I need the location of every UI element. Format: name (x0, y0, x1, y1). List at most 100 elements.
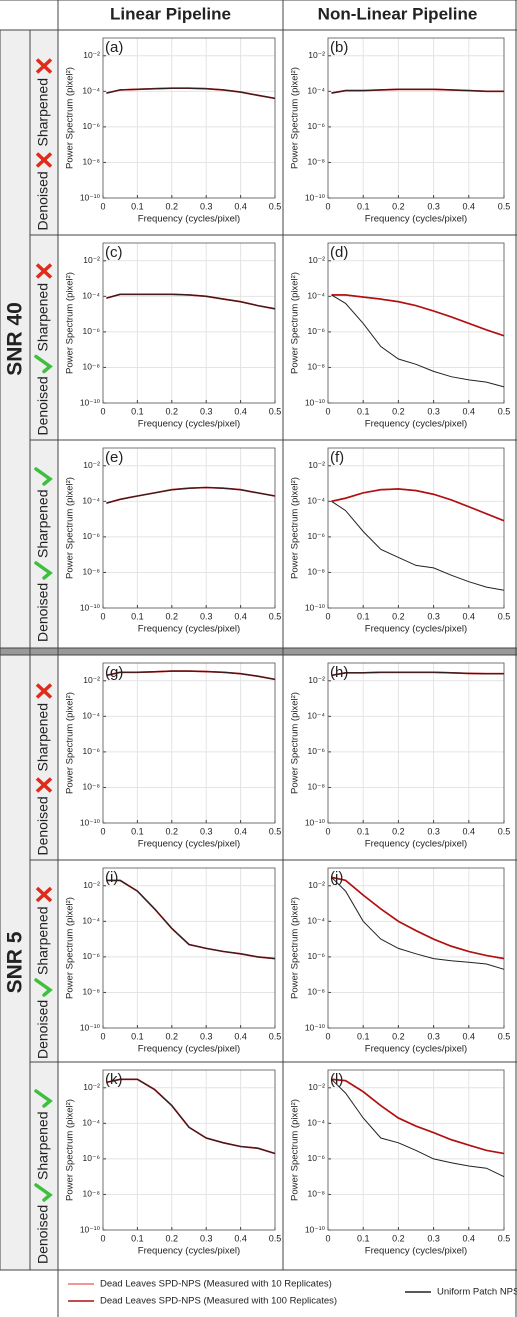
y-axis-label: Power Spectrum (pixel²) (290, 272, 301, 374)
cross-icon (35, 58, 53, 74)
x-tick-label: 0.4 (463, 1031, 476, 1041)
axes-box (102, 867, 276, 1029)
x-tick-label: 0.4 (234, 826, 247, 836)
row-label-text: Denoised (35, 583, 51, 642)
axes-box (327, 867, 505, 1029)
y-tick-label: 10⁻² (83, 255, 100, 265)
x-tick-label: 0.2 (166, 1233, 179, 1243)
legend-label: Uniform Patch NPS (437, 1287, 517, 1298)
x-tick-label: 0.5 (498, 826, 511, 836)
check-icon (34, 354, 53, 374)
x-tick-label: 0.4 (463, 826, 476, 836)
x-tick-label: 0.1 (357, 406, 370, 416)
x-tick-label: 0.4 (463, 201, 476, 211)
y-tick-label: 10⁻⁶ (83, 326, 100, 336)
axes-box (102, 447, 276, 609)
y-axis-label: Power Spectrum (pixel²) (65, 477, 76, 579)
x-tick-label: 0 (100, 1031, 105, 1041)
y-tick-label: 10⁻⁸ (82, 987, 100, 997)
row-label-text: Sharpened (35, 703, 51, 772)
x-tick-label: 0.3 (427, 826, 440, 836)
row-label-text: Sharpened (35, 283, 51, 352)
y-tick-label: 10⁻⁴ (307, 291, 325, 301)
y-tick-label: 10⁻¹⁰ (80, 602, 101, 612)
y-tick-label: 10⁻⁸ (307, 362, 325, 372)
axes-box (327, 447, 505, 609)
row-label-text: Denoised (35, 376, 51, 435)
x-axis-label: Frequency (cycles/pixel) (365, 624, 467, 635)
y-tick-label: 10⁻⁴ (82, 1118, 100, 1128)
y-tick-label: 10⁻¹⁰ (305, 1022, 326, 1032)
y-tick-label: 10⁻² (83, 880, 100, 890)
row-label-text: Sharpened (35, 78, 51, 147)
y-axis-label: Power Spectrum (pixel²) (290, 477, 301, 579)
x-tick-label: 0.1 (357, 1031, 370, 1041)
y-tick-label: 10⁻⁴ (82, 711, 100, 721)
x-tick-label: 0.5 (269, 1233, 282, 1243)
y-tick-label: 10⁻¹⁰ (305, 1224, 326, 1234)
check-icon (34, 561, 53, 580)
y-axis-label: Power Spectrum (pixel²) (65, 67, 76, 169)
cross-icon (35, 886, 53, 903)
axes-box (327, 242, 505, 404)
x-tick-label: 0 (325, 1233, 330, 1243)
x-tick-label: 0 (325, 826, 330, 836)
x-tick-label: 0.5 (498, 406, 511, 416)
y-tick-label: 10⁻² (308, 675, 325, 685)
x-axis-label: Frequency (cycles/pixel) (138, 214, 240, 225)
row-label: Denoised Sharpened (34, 886, 53, 1059)
y-tick-label: 10⁻⁶ (308, 326, 325, 336)
x-tick-label: 0.5 (269, 611, 282, 621)
y-tick-label: 10⁻¹⁰ (80, 397, 101, 407)
y-tick-label: 10⁻¹⁰ (80, 1224, 101, 1234)
panel-label: (k) (105, 1071, 123, 1088)
x-tick-label: 0.5 (269, 406, 282, 416)
x-tick-label: 0.2 (392, 406, 405, 416)
axes-box (102, 37, 276, 199)
y-tick-label: 10⁻² (83, 675, 100, 685)
legend-label: Dead Leaves SPD-NPS (Measured with 10 Re… (100, 1279, 332, 1290)
panel-label: (h) (330, 664, 348, 681)
x-tick-label: 0.4 (463, 406, 476, 416)
series-line (331, 488, 505, 522)
row-label-text: Sharpened (35, 906, 51, 975)
plot-area (103, 868, 275, 1028)
series-line (106, 1078, 276, 1154)
row-label-text: Denoised (35, 1205, 51, 1264)
plot-area (103, 243, 275, 403)
x-tick-label: 0.2 (392, 611, 405, 621)
x-tick-label: 0 (325, 406, 330, 416)
x-tick-label: 0.3 (427, 406, 440, 416)
x-axis-label: Frequency (cycles/pixel) (365, 1246, 467, 1257)
x-tick-label: 0.5 (269, 826, 282, 836)
x-tick-label: 0 (100, 406, 105, 416)
x-tick-label: 0.5 (269, 201, 282, 211)
group-separator (0, 648, 517, 655)
legend-label: Dead Leaves SPD-NPS (Measured with 100 R… (100, 1296, 337, 1307)
panel-label: (l) (330, 1071, 343, 1088)
y-tick-label: 10⁻² (308, 50, 325, 60)
series-line (106, 486, 276, 504)
cross-icon (35, 683, 53, 699)
y-tick-label: 10⁻⁴ (307, 496, 325, 506)
x-tick-label: 0.3 (200, 406, 213, 416)
x-tick-label: 0.5 (498, 1233, 511, 1243)
series-line (331, 876, 505, 970)
y-tick-label: 10⁻⁴ (82, 86, 100, 96)
x-tick-label: 0.5 (498, 611, 511, 621)
x-tick-label: 0.4 (234, 201, 247, 211)
plot-area (328, 448, 504, 608)
x-tick-label: 0 (100, 201, 105, 211)
x-tick-label: 0.4 (463, 1233, 476, 1243)
x-tick-label: 0.3 (427, 1031, 440, 1041)
axes-box (327, 1069, 505, 1231)
panel-label: (i) (105, 869, 118, 886)
x-tick-label: 0.4 (463, 611, 476, 621)
y-tick-label: 10⁻² (83, 50, 100, 60)
x-tick-label: 0.1 (131, 611, 144, 621)
plot-area (103, 448, 275, 608)
x-tick-label: 0 (100, 1233, 105, 1243)
series-line (331, 500, 505, 591)
